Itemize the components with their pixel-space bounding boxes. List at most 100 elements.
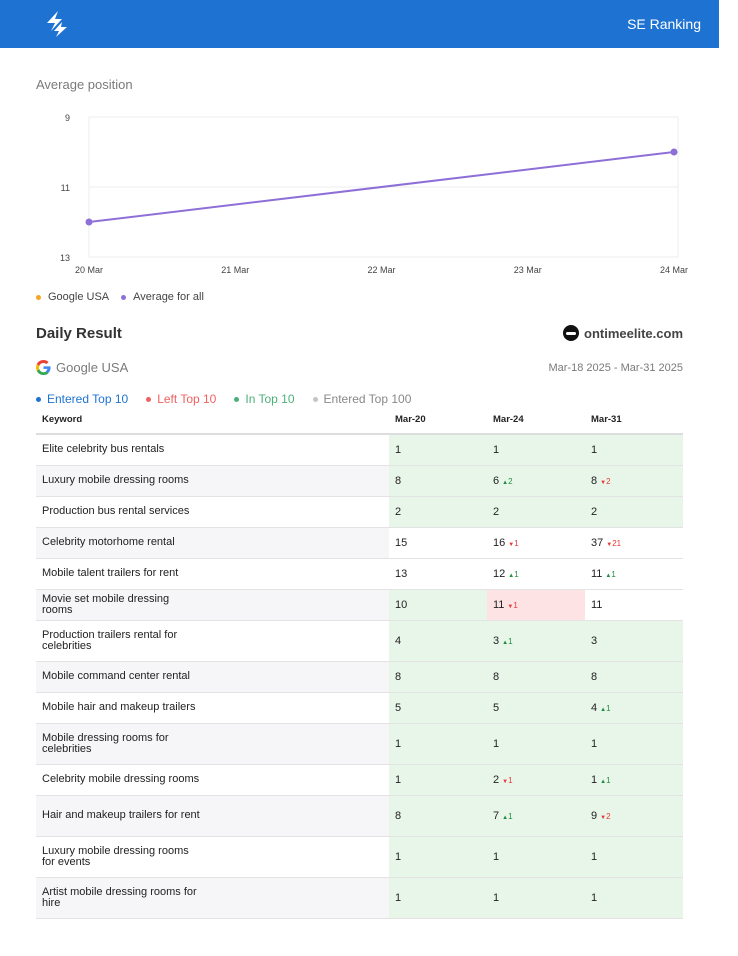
keyword-text: Artist mobile dressing rooms for hire <box>42 885 197 909</box>
position-cell: 3 <box>585 620 683 662</box>
rank-change-value: 1 <box>514 569 519 579</box>
rank-up-indicator: ▲2 <box>502 477 512 486</box>
search-engine: Google USA <box>36 360 128 375</box>
rank-up-indicator: ▲1 <box>502 812 512 821</box>
keyword-cell: Production bus rental services <box>36 496 389 528</box>
rank-change-value: 1 <box>513 600 518 610</box>
table-row: Mobile command center rental 8 8 8 <box>36 661 683 693</box>
table-row: Movie set mobile dressing rooms 10 11 ▼1 11 <box>36 589 683 621</box>
column-header: Mar-31 <box>585 406 683 435</box>
position-value: 8 <box>395 670 402 683</box>
rank-change-value: 21 <box>612 538 622 548</box>
position-cell: 37 ▼21 <box>585 527 683 559</box>
rank-up-indicator: ▲1 <box>600 776 610 785</box>
position-value: 1 <box>591 773 598 786</box>
keyword-cell: Mobile hair and makeup trailers <box>36 692 389 724</box>
position-cell: 1 <box>585 434 683 466</box>
position-value: 6 <box>493 474 500 487</box>
position-cell: 1 <box>585 836 683 878</box>
keyword-cell: Artist mobile dressing rooms for hire <box>36 877 389 919</box>
x-tick-label: 21 Mar <box>221 265 249 275</box>
legend-item[interactable]: Entered Top 10 <box>36 392 128 406</box>
legend-item[interactable]: Average for all <box>121 291 204 303</box>
keyword-cell: Mobile talent trailers for rent <box>36 558 389 590</box>
arrow-up-icon: ▲ <box>600 706 607 713</box>
keyword-cell: Elite celebrity bus rentals <box>36 434 389 466</box>
position-value: 1 <box>395 850 402 863</box>
legend-dot-icon <box>312 396 318 402</box>
table-row: Luxury mobile dressing rooms 8 6 ▲2 8 ▼2 <box>36 465 683 497</box>
position-value: 13 <box>395 567 408 580</box>
position-cell: 1 <box>389 434 487 466</box>
position-value: 2 <box>395 505 402 518</box>
position-value: 15 <box>395 536 408 549</box>
rank-change-value: 1 <box>514 538 519 548</box>
rank-change-value: 2 <box>606 476 611 486</box>
column-header: Keyword <box>36 406 389 435</box>
keyword-cell: Hair and makeup trailers for rent <box>36 795 389 837</box>
average-position-title: Average position <box>36 77 133 92</box>
daily-result-title: Daily Result <box>36 325 122 342</box>
legend-dot-icon <box>121 294 127 300</box>
series-line <box>88 151 675 223</box>
position-value: 5 <box>395 701 402 714</box>
keyword-text: Production bus rental services <box>42 505 190 517</box>
position-cell: 1 <box>389 836 487 878</box>
average-position-chart: 9 11 13 20 Mar 21 Mar 22 Mar 23 Mar 24 Mar <box>60 113 688 275</box>
table-row: Mobile hair and makeup trailers 5 5 4 ▲1 <box>36 692 683 724</box>
legend-dot-icon <box>234 396 240 402</box>
legend-label: Google USA <box>48 291 110 303</box>
y-tick-label: 11 <box>61 183 70 193</box>
legend-label: Left Top 10 <box>157 392 217 406</box>
keyword-text: Mobile talent trailers for rent <box>42 567 179 579</box>
legend-label: Average for all <box>133 291 204 303</box>
legend-item[interactable]: In Top 10 <box>234 392 295 406</box>
position-cell: 8 <box>487 661 585 693</box>
position-cell: 7 ▲1 <box>487 795 585 837</box>
keyword-text: Elite celebrity bus rentals <box>42 443 165 456</box>
lightning-icon[interactable] <box>42 10 72 38</box>
position-cell: 1 <box>487 836 585 878</box>
table-row: Celebrity motorhome rental 15 16 ▼1 37 ▼21 <box>36 527 683 559</box>
position-value: 1 <box>591 891 598 904</box>
position-cell: 8 ▼2 <box>585 465 683 497</box>
keyword-cell: Celebrity mobile dressing rooms <box>36 764 389 796</box>
legend-item[interactable]: Left Top 10 <box>146 392 216 406</box>
arrow-up-icon: ▲ <box>502 479 509 486</box>
position-value: 16 <box>493 536 506 549</box>
legend-dot-icon <box>146 396 152 402</box>
position-cell: 11 ▼1 <box>487 589 585 621</box>
position-value: 1 <box>395 737 402 750</box>
legend-item[interactable]: Google USA <box>36 291 109 303</box>
table-row: Elite celebrity bus rentals 1 1 1 <box>36 434 683 466</box>
table-row: Celebrity mobile dressing rooms 1 2 ▼1 1 ▲1 <box>36 764 683 796</box>
keyword-cell: Production trailers rental for celebriti… <box>36 620 389 662</box>
position-cell: 5 <box>389 692 487 724</box>
position-cell: 2 <box>389 496 487 528</box>
keyword-text: Celebrity mobile dressing rooms <box>42 773 200 785</box>
legend-item[interactable]: Entered Top 100 <box>312 392 411 406</box>
arrow-up-icon: ▲ <box>605 572 612 579</box>
legend-dot-icon <box>36 294 41 300</box>
position-value: 8 <box>591 670 598 683</box>
position-value: 1 <box>493 737 500 750</box>
rank-change-value: 1 <box>611 569 616 579</box>
rank-change-value: 2 <box>508 476 513 486</box>
position-cell: 4 ▲1 <box>585 692 683 724</box>
ranking-legend: Entered Top 10 Left Top 10 In Top 10 Entere… <box>36 392 411 406</box>
arrow-down-icon: ▼ <box>606 541 613 548</box>
column-header: Mar-20 <box>389 406 487 435</box>
keyword-cell: Mobile command center rental <box>36 661 389 693</box>
position-value: 1 <box>395 891 402 904</box>
table-row: Production trailers rental for celebriti… <box>36 620 683 662</box>
position-cell: 1 <box>389 877 487 919</box>
position-value: 8 <box>493 670 500 683</box>
position-value: 3 <box>591 634 598 647</box>
rank-up-indicator: ▲1 <box>502 637 512 646</box>
rank-change-value: 1 <box>508 775 513 785</box>
rank-change-value: 1 <box>508 636 513 646</box>
rank-down-indicator: ▼21 <box>606 539 621 548</box>
keyword-text: Hair and makeup trailers for rent <box>42 809 200 821</box>
legend-label: In Top 10 <box>245 392 295 406</box>
position-cell: 2 <box>487 496 585 528</box>
